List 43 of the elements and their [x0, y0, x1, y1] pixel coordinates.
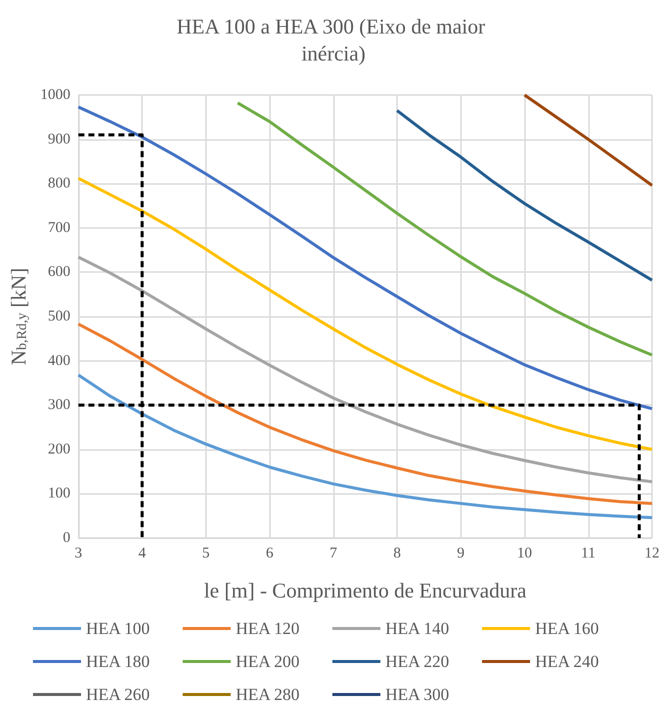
- legend-label: HEA 260: [86, 685, 150, 704]
- x-tick-label: 11: [581, 546, 596, 562]
- y-tick-label: 300: [48, 397, 70, 414]
- y-axis-title: Nb,Rd,y [kN]: [6, 268, 30, 366]
- x-tick-label: 8: [393, 546, 401, 562]
- line-series: [76, 322, 654, 505]
- chart-title: HEA 100 a HEA 300 (Eixo de maior inércia): [176, 14, 490, 66]
- y-tick-label: 600: [48, 264, 70, 280]
- x-tick-label: 10: [517, 546, 532, 562]
- y-tick-label: 700: [48, 220, 70, 236]
- y-tick-label: 200: [48, 441, 70, 458]
- y-tick-label: 400: [48, 352, 70, 369]
- legend-label: HEA 120: [236, 619, 300, 638]
- line-series: [76, 373, 654, 520]
- line-series: [236, 101, 654, 357]
- legend-label: HEA 300: [385, 685, 450, 704]
- y-tick-label: 500: [48, 308, 70, 324]
- y-tick-label: 1000: [40, 87, 70, 103]
- line-series: [76, 176, 654, 451]
- y-tick-label: 0: [62, 530, 70, 546]
- legend-label: HEA 240: [535, 652, 599, 671]
- x-tick-label: 9: [457, 546, 465, 562]
- y-tick-label: 800: [48, 176, 70, 192]
- x-tick-label: 12: [644, 546, 660, 562]
- legend-label: HEA 140: [385, 619, 450, 638]
- line-series: [396, 109, 654, 282]
- legend-label: HEA 180: [86, 652, 150, 671]
- x-tick-label: 5: [202, 546, 210, 562]
- line-series: [76, 256, 654, 484]
- legend-label: HEA 200: [236, 652, 300, 671]
- legend-label: HEA 100: [86, 619, 150, 638]
- y-tick-label: 900: [48, 131, 70, 148]
- x-axis-title: le [m] - Comprimento de Encurvadura: [204, 578, 528, 602]
- x-tick-label: 3: [74, 546, 82, 562]
- y-tick-label: 100: [48, 486, 70, 502]
- line-series: [523, 94, 654, 187]
- legend-label: HEA 220: [385, 652, 450, 671]
- line-series: [76, 105, 654, 410]
- legend-label: HEA 280: [236, 685, 300, 704]
- x-tick-label: 7: [330, 546, 338, 562]
- x-tick-label: 6: [266, 546, 274, 562]
- legend-label: HEA 160: [535, 619, 599, 638]
- x-tick-label: 4: [138, 546, 146, 562]
